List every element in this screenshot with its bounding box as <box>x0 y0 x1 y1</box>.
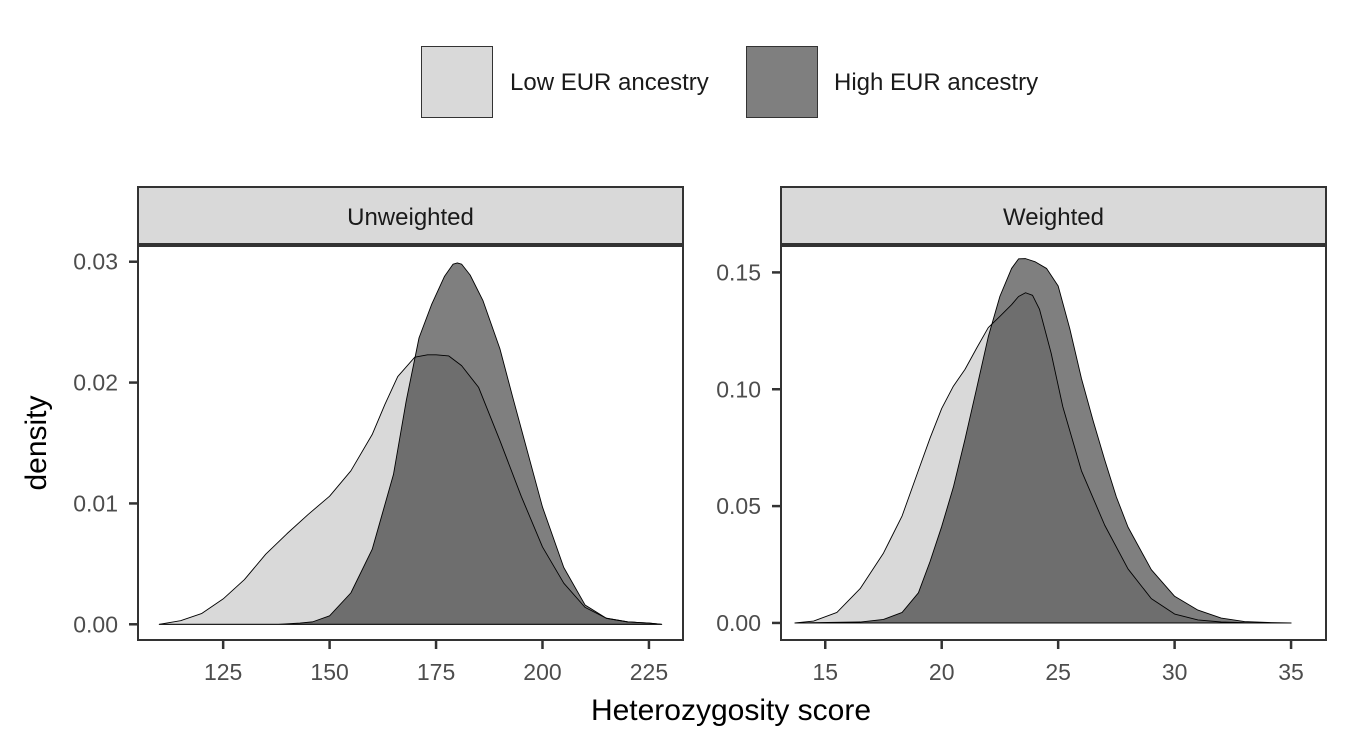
x-tick-label-unweighted-0: 125 <box>204 659 242 685</box>
y-tick-label-weighted-3: 0.15 <box>716 259 761 285</box>
density-outline-low-eur-ancestry-weighted <box>794 292 1292 624</box>
x-tick-label-unweighted-4: 225 <box>630 659 668 685</box>
axes-weighted: 15 20 25 30 35 0.00 0.05 0.10 0.15 <box>716 259 1304 685</box>
y-tick-label-weighted-0: 0.00 <box>716 610 761 636</box>
x-tick-label-unweighted-1: 150 <box>310 659 348 685</box>
x-tick-label-weighted-1: 20 <box>929 659 955 685</box>
strip-weighted <box>780 186 1327 245</box>
density-outline-low-eur-ancestry-unweighted <box>158 354 663 625</box>
density-outline-high-eur-ancestry-weighted <box>794 258 1292 624</box>
density-overlap-weighted <box>794 292 1292 623</box>
y-tick-label-weighted-1: 0.05 <box>716 493 761 519</box>
density-overlap-unweighted <box>159 354 662 625</box>
panel-unweighted: Unweighted 125 150 175 200 225 0.00 0.01 0.02 0.… <box>73 186 684 685</box>
y-tick-label-unweighted-2: 0.02 <box>73 370 118 396</box>
density-areas-unweighted <box>158 262 663 625</box>
legend-label-low-eur: Low EUR ancestry <box>510 69 709 96</box>
strip-title-weighted: Weighted <box>1003 204 1104 231</box>
x-tick-label-weighted-3: 30 <box>1162 659 1188 685</box>
x-tick-label-weighted-4: 35 <box>1278 659 1304 685</box>
strip-unweighted <box>137 186 684 245</box>
y-tick-label-unweighted-0: 0.00 <box>73 611 118 637</box>
legend-key-low-eur <box>421 46 493 118</box>
y-tick-label-unweighted-3: 0.03 <box>73 249 118 275</box>
legend-key-high-eur <box>746 46 818 118</box>
legend: Low EUR ancestry High EUR ancestry <box>421 46 1038 118</box>
y-axis-label: density <box>20 395 53 490</box>
x-tick-label-unweighted-2: 175 <box>417 659 455 685</box>
axes-unweighted: 125 150 175 200 225 0.00 0.01 0.02 0.03 <box>73 249 668 685</box>
density-areas-weighted <box>794 258 1292 624</box>
panel-border-weighted <box>780 245 1327 641</box>
y-tick-label-weighted-2: 0.10 <box>716 376 761 402</box>
panel-border-unweighted <box>137 245 684 641</box>
x-tick-label-weighted-2: 25 <box>1045 659 1071 685</box>
density-outline-high-eur-ancestry-unweighted <box>158 262 663 625</box>
panel-weighted: Weighted 15 20 25 30 35 0.00 0.05 0.10 0.15 <box>716 186 1327 685</box>
strip-title-unweighted: Unweighted <box>347 204 474 231</box>
legend-label-high-eur: High EUR ancestry <box>834 69 1038 96</box>
x-axis-label: Heterozygosity score <box>591 694 871 727</box>
x-tick-label-weighted-0: 15 <box>812 659 838 685</box>
x-tick-label-unweighted-3: 200 <box>523 659 561 685</box>
y-tick-label-unweighted-1: 0.01 <box>73 490 118 516</box>
